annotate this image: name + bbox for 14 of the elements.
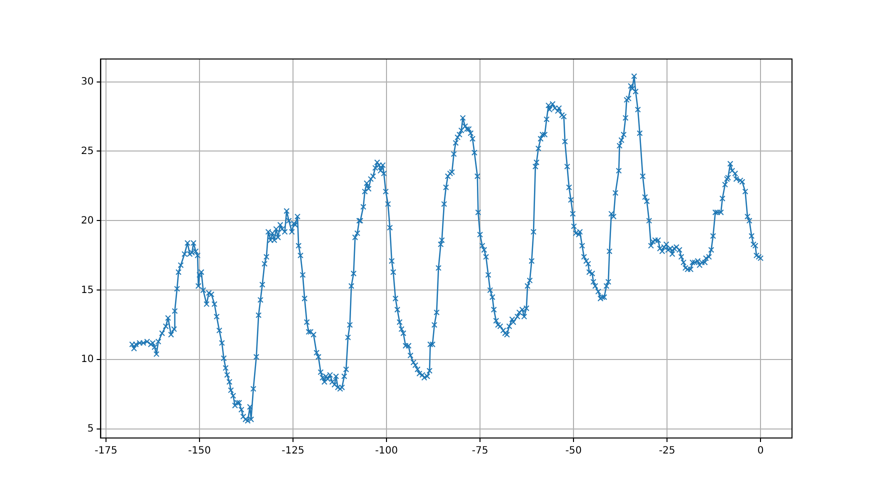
x-tick-label: -175 (94, 446, 118, 457)
x-tick-label: -100 (375, 446, 398, 457)
y-tick-label: 5 (87, 424, 94, 435)
y-tick-label: 25 (80, 146, 94, 157)
x-tick-label: -75 (472, 446, 488, 457)
x-tick-label: -125 (282, 446, 304, 457)
y-tick-label: 10 (80, 354, 94, 366)
x-tick-label: -150 (188, 446, 211, 457)
x-tick-label: 0 (757, 446, 764, 457)
y-tick-label: 20 (80, 215, 94, 226)
y-tick-label: 15 (80, 284, 94, 296)
y-tick-label: 30 (80, 76, 94, 88)
x-tick-label: -50 (565, 446, 582, 457)
x-tick-label: -25 (658, 446, 676, 457)
